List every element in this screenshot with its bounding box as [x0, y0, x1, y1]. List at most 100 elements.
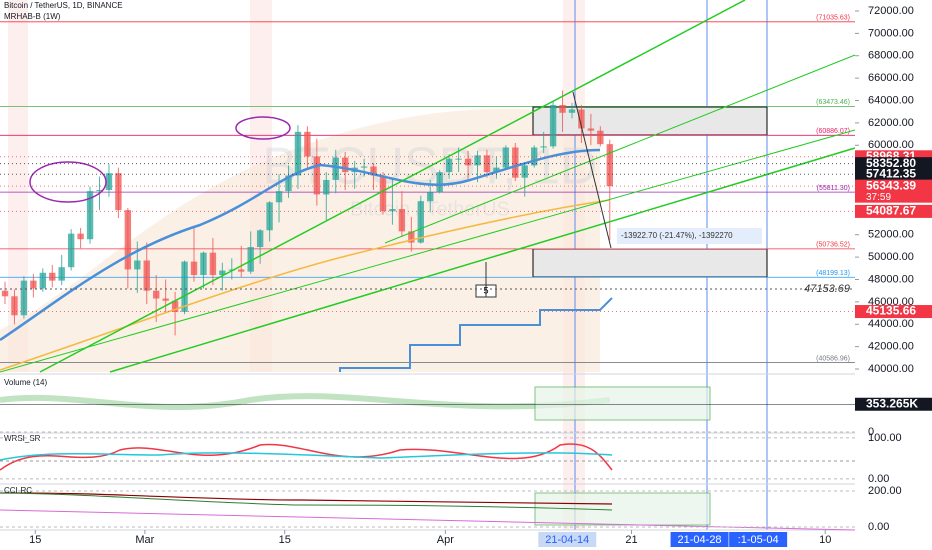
- candle-body: [275, 191, 283, 203]
- y-tick-label: 46000.00: [868, 296, 914, 308]
- background-layer: [0, 0, 768, 530]
- candle-body: [323, 179, 330, 195]
- callout-text: 5: [483, 285, 488, 295]
- candle-body: [96, 190, 103, 192]
- session-band: [8, 0, 28, 372]
- candle-body: [549, 104, 557, 147]
- x-tick-label: 15: [29, 534, 41, 546]
- indicator-title: MRHAB-B (1W): [4, 12, 61, 21]
- x-tick-label: 10: [819, 534, 831, 546]
- x-tick-label: Apr: [437, 534, 454, 546]
- candle-body: [58, 267, 65, 281]
- candle-body: [568, 109, 576, 113]
- y-tick-label: 66000.00: [868, 72, 914, 84]
- measure-arrow: [572, 91, 612, 249]
- candle-body: [341, 157, 349, 173]
- pane-tick-label: 0: [868, 426, 874, 438]
- candle-body: [200, 252, 207, 276]
- cci-line: [0, 492, 613, 511]
- candle-body: [143, 260, 150, 291]
- level-label: (55811.30): [817, 185, 850, 192]
- candle-body: [389, 209, 396, 212]
- price-label-bg: [855, 204, 932, 218]
- candle-body: [512, 147, 519, 178]
- price-label-bg: [855, 179, 932, 193]
- price-label: 56343.39: [866, 178, 916, 192]
- level-label: 47153.69: [804, 283, 850, 295]
- chart-title: Bitcoin / TetherUS, 1D, BINANCE: [4, 1, 123, 10]
- candle-body: [124, 210, 132, 270]
- candle-body: [49, 272, 56, 281]
- candle-body: [445, 158, 453, 173]
- candle-body: [408, 231, 415, 243]
- candle-body: [266, 202, 273, 231]
- candle-body: [20, 280, 28, 316]
- price-label: 57412.35: [866, 166, 916, 180]
- step-line: [339, 297, 613, 372]
- y-tick-label: 44000.00: [868, 318, 914, 330]
- candle-body: [540, 146, 547, 148]
- overlay-layer: [0, 0, 856, 373]
- rsi-line: [0, 443, 613, 471]
- candle-body: [313, 156, 321, 195]
- candle-body: [455, 158, 462, 160]
- candle-body: [1, 290, 9, 297]
- measure-text: -13922.70 (-21.47%), -1392270: [621, 231, 733, 240]
- candle-body: [285, 175, 292, 192]
- pane-tick-label: 200.00: [868, 485, 902, 497]
- candle-body: [379, 175, 387, 212]
- y-tick-label: 62000.00: [868, 117, 914, 129]
- candle-body: [417, 201, 424, 243]
- candle-body: [597, 130, 604, 145]
- candle-body: [30, 280, 37, 289]
- pane-tick-label: 100.00: [868, 432, 902, 444]
- candle-body: [11, 296, 18, 316]
- x-marker-bg: [670, 532, 729, 547]
- levels: (71035.63) (63473.46) (60886.07) (55811.30)…: [0, 15, 855, 363]
- zone-box: [534, 492, 711, 526]
- moving-average: [0, 199, 611, 371]
- zone-box: [534, 386, 711, 421]
- y-tick-label: 68000.00: [868, 50, 914, 62]
- x-marker-bg: [538, 532, 597, 547]
- countdown-bg: [855, 191, 932, 203]
- panes-deco: [0, 373, 932, 531]
- y-tick-label: 40000.00: [868, 363, 914, 375]
- candle-body: [483, 155, 491, 173]
- candle-body: [190, 261, 198, 276]
- candle-body: [219, 270, 226, 276]
- pane-title: Volume (14): [4, 378, 47, 387]
- candle-body: [521, 165, 528, 178]
- pane-last-bg: [855, 397, 932, 411]
- price-label-bg: [855, 157, 932, 171]
- level-label: (50736.52): [816, 242, 850, 249]
- price-label: 54087.67: [866, 204, 916, 218]
- pane-last-label: 353.265K: [866, 396, 918, 410]
- pane-tick-label: 0.00: [868, 521, 889, 533]
- level-label: (40586.96): [816, 355, 850, 362]
- trend-line: [109, 147, 856, 373]
- y-tick-label: 70000.00: [868, 27, 914, 39]
- candle-body: [181, 261, 188, 312]
- candle-body: [398, 209, 406, 232]
- cci-line: [0, 492, 613, 505]
- trend-line: [384, 54, 856, 244]
- y-tick-label: 72000.00: [868, 5, 914, 17]
- highlight-circle: [29, 161, 107, 203]
- price-label: 45135.66: [866, 304, 916, 318]
- level-label: (60886.07): [816, 128, 850, 135]
- candle-body: [559, 104, 566, 113]
- candle-body: [105, 173, 113, 190]
- candle-body: [304, 131, 311, 157]
- candle-body: [493, 167, 500, 173]
- x-marker-label: 21-04-14: [545, 534, 589, 546]
- candle-body: [587, 128, 595, 131]
- candle-body: [436, 172, 443, 193]
- y-tick-label: 42000.00: [868, 341, 914, 353]
- candle-body: [77, 233, 84, 240]
- candle-body: [360, 166, 368, 168]
- candle-body: [332, 157, 339, 180]
- y-tick-label: 60000.00: [868, 139, 914, 151]
- candle-body: [39, 272, 47, 289]
